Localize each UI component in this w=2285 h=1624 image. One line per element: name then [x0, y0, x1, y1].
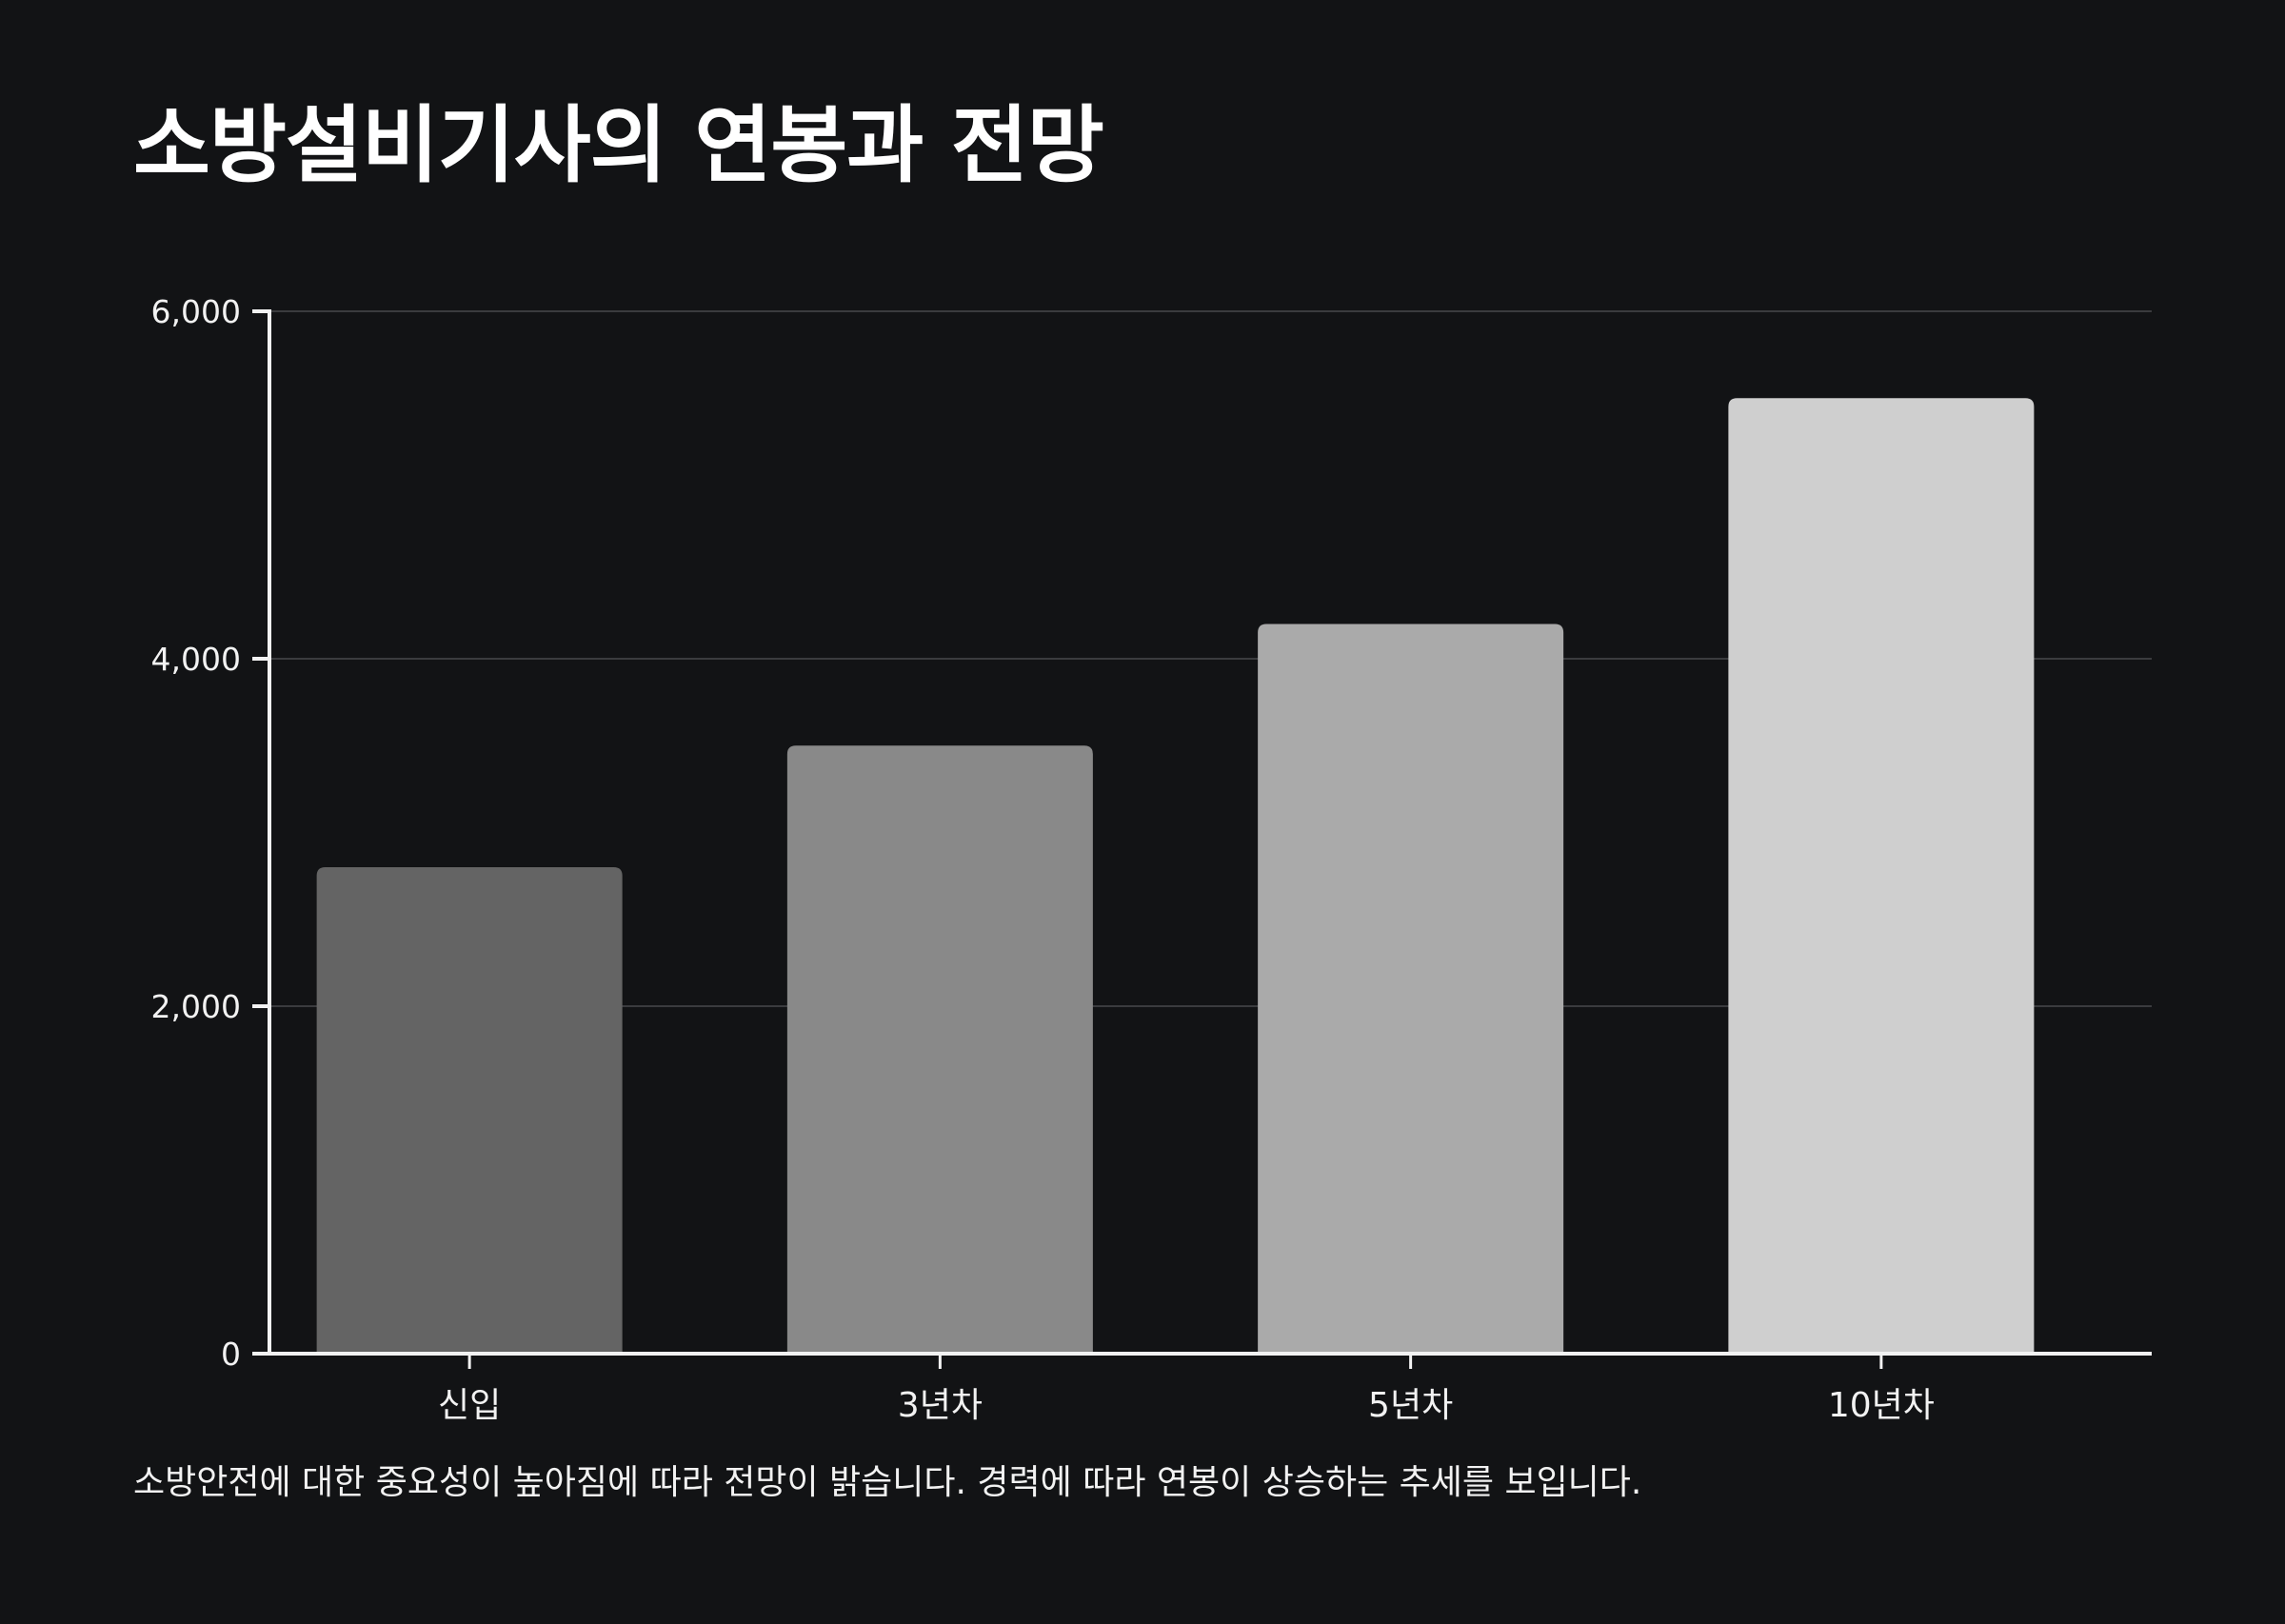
chart-title: 소방설비기사의 연봉과 전망	[133, 96, 1104, 194]
y-tick-label: 0	[221, 1336, 241, 1373]
y-tick-label: 2,000	[151, 988, 241, 1025]
x-tick-label: 10년차	[1828, 1386, 1935, 1425]
x-tick-label: 신입	[438, 1386, 501, 1425]
bar	[316, 867, 623, 1354]
y-tick-label: 4,000	[151, 641, 241, 678]
x-tick-label: 3년차	[898, 1386, 983, 1425]
bar	[1258, 624, 1564, 1354]
x-tick-label: 5년차	[1368, 1386, 1453, 1425]
chart-caption: 소방안전에 대한 중요성이 높아짐에 따라 전망이 밝습니다. 경력에 따라 연…	[133, 1463, 1642, 1502]
y-tick-label: 6,000	[151, 293, 241, 330]
bar	[786, 745, 1093, 1354]
bar	[1728, 398, 2035, 1354]
